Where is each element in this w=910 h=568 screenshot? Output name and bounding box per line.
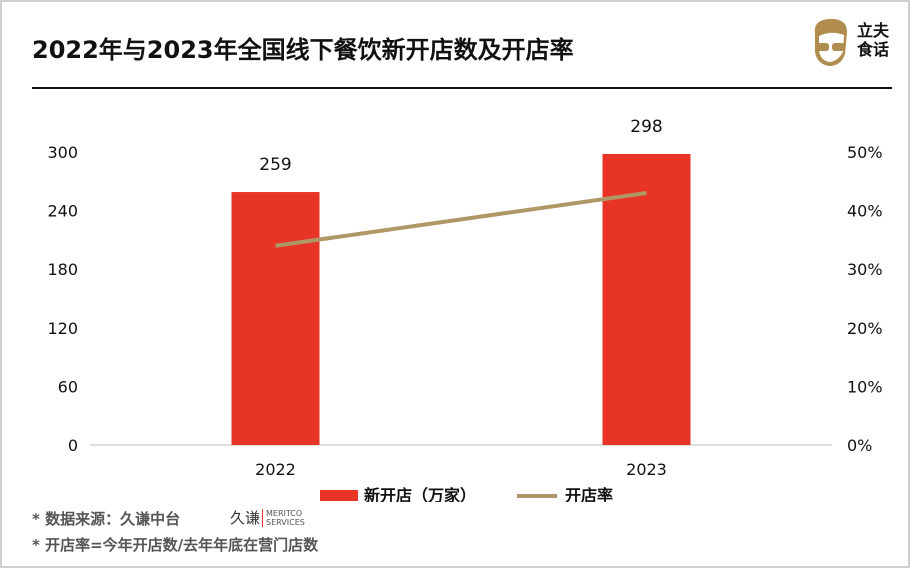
logo-line2: 食话 [857, 40, 890, 59]
bar-2022 [231, 192, 320, 445]
x-tick-label: 2023 [626, 460, 667, 479]
right-tick-label: 0% [847, 436, 872, 455]
meritco-logo-en1: MERITCO [266, 508, 303, 518]
right-tick-label: 40% [847, 202, 883, 221]
title-divider [32, 87, 892, 89]
left-tick-label: 240 [47, 202, 78, 221]
left-tick-label: 60 [58, 377, 78, 396]
left-tick-label: 0 [68, 436, 78, 455]
logo-line1: 立夫 [857, 21, 890, 40]
right-tick-label: 30% [847, 260, 883, 279]
source-note: * 数据来源：久谦中台 [32, 510, 181, 528]
right-tick-label: 10% [847, 377, 883, 396]
rate-line [275, 191, 647, 248]
chart-title: 2022年与2023年全国线下餐饮新开店数及开店率 [32, 36, 574, 64]
left-tick-label: 120 [47, 319, 78, 338]
chart: 0 60 120 180 240 300 0% 10% 20% 30% 40% 50% 259 2022 2… [47, 117, 883, 502]
legend-label-bar: 新开店（万家） [364, 486, 476, 502]
brand-logo-face-icon [807, 16, 855, 72]
meritco-logo-en2: SERVICES [266, 517, 305, 527]
right-tick-label: 50% [847, 143, 883, 162]
meritco-logo: 久谦 MERITCO SERVICES [230, 507, 305, 528]
brand-logo-text: 立夫 食话 [857, 21, 897, 59]
left-tick-label: 300 [47, 143, 78, 162]
x-tick-label: 2022 [255, 460, 296, 479]
data-label: 259 [259, 155, 291, 175]
legend-label-line: 开店率 [565, 486, 613, 502]
right-tick-label: 20% [847, 319, 883, 338]
legend-swatch-bar [320, 490, 358, 501]
left-tick-label: 180 [47, 260, 78, 279]
data-label: 298 [630, 117, 662, 137]
meritco-logo-cn: 久谦 [230, 509, 261, 527]
formula-note: * 开店率=今年开店数/去年年底在营门店数 [32, 536, 319, 554]
bar-2023 [602, 153, 691, 445]
